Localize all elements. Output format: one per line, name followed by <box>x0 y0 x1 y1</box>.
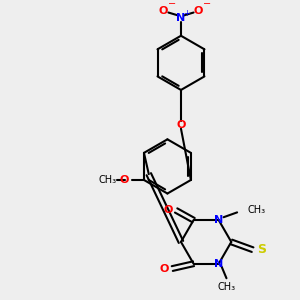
Text: +: + <box>183 9 190 18</box>
Text: O: O <box>164 206 173 215</box>
Text: O: O <box>160 264 169 274</box>
Text: N: N <box>176 13 186 23</box>
Text: CH₃: CH₃ <box>98 175 116 185</box>
Text: S: S <box>257 243 266 256</box>
Text: N: N <box>214 259 223 269</box>
Text: O: O <box>194 6 203 16</box>
Text: O: O <box>176 120 186 130</box>
Text: N: N <box>214 215 223 225</box>
Text: CH₃: CH₃ <box>218 282 236 292</box>
Text: −: − <box>168 0 176 9</box>
Text: CH₃: CH₃ <box>248 206 266 215</box>
Text: O: O <box>120 175 129 185</box>
Text: O: O <box>159 6 168 16</box>
Text: −: − <box>203 0 211 9</box>
